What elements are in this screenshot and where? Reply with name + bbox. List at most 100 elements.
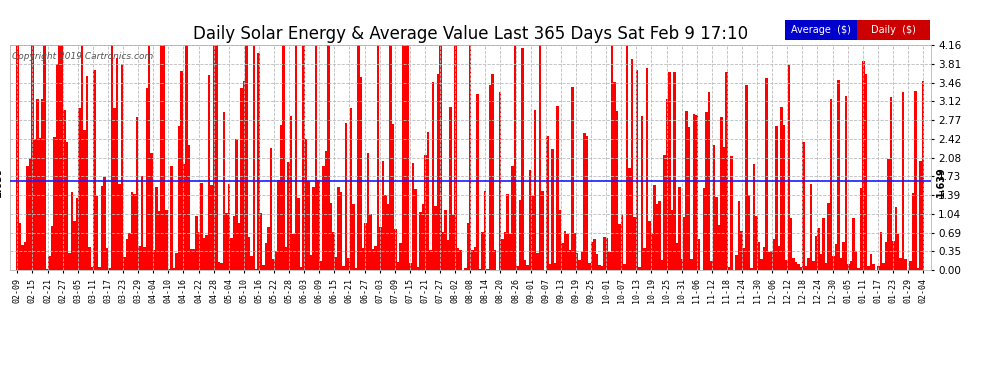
Text: 1.639: 1.639 [936, 166, 945, 197]
Bar [330, 203, 332, 270]
Bar [19, 223, 21, 270]
Bar [703, 188, 706, 270]
Bar [103, 177, 106, 270]
Bar [522, 48, 524, 270]
Bar [551, 149, 553, 270]
Title: Daily Solar Energy & Average Value Last 365 Days Sat Feb 9 17:10: Daily Solar Energy & Average Value Last … [193, 26, 747, 44]
Bar [718, 225, 721, 270]
Bar [905, 259, 907, 270]
Bar [36, 99, 39, 270]
Text: Daily  ($): Daily ($) [871, 25, 916, 35]
Bar [546, 136, 548, 270]
Bar [556, 106, 558, 270]
Bar [195, 216, 198, 270]
Bar [601, 266, 603, 270]
Bar [501, 238, 504, 270]
Bar [257, 53, 260, 270]
Bar [218, 262, 220, 270]
Bar [190, 249, 193, 270]
Bar [767, 252, 770, 270]
Bar [275, 251, 277, 270]
Bar [233, 216, 235, 270]
Bar [136, 117, 138, 270]
Bar [598, 265, 601, 270]
Bar [747, 195, 750, 270]
Bar [290, 116, 292, 270]
Bar [203, 238, 205, 270]
Bar [300, 267, 302, 270]
Bar [320, 261, 322, 270]
Bar [486, 269, 489, 270]
Bar [312, 187, 315, 270]
Bar [835, 244, 838, 270]
Bar [417, 267, 419, 270]
Bar [795, 262, 798, 270]
Bar [830, 99, 833, 270]
Bar [377, 45, 379, 270]
Bar [576, 253, 578, 270]
Bar [800, 267, 803, 270]
Bar [645, 68, 648, 270]
Bar [178, 126, 180, 270]
Bar [451, 216, 454, 270]
Bar [73, 221, 76, 270]
Bar [225, 213, 228, 270]
Bar [877, 266, 879, 270]
Bar [53, 138, 55, 270]
Bar [200, 183, 203, 270]
Bar [823, 218, 825, 270]
Bar [83, 130, 86, 270]
Bar [265, 243, 267, 270]
Bar [872, 264, 874, 270]
Bar [474, 247, 476, 270]
Bar [731, 156, 733, 270]
Bar [558, 210, 561, 270]
Bar [255, 269, 257, 270]
Bar [372, 249, 374, 270]
Bar [663, 155, 665, 270]
Bar [150, 153, 153, 270]
Bar [357, 45, 359, 270]
Bar [668, 72, 670, 270]
Bar [798, 264, 800, 270]
Bar [782, 125, 785, 270]
Bar [246, 45, 248, 270]
Bar [757, 242, 760, 270]
Bar [123, 258, 126, 270]
Bar [673, 72, 675, 270]
Bar [629, 168, 631, 270]
Bar [653, 185, 655, 270]
Bar [280, 125, 282, 270]
Bar [469, 45, 471, 270]
Bar [760, 259, 762, 270]
Bar [698, 239, 700, 270]
Bar [382, 161, 384, 270]
Bar [91, 267, 93, 270]
Bar [828, 203, 830, 270]
Bar [603, 237, 606, 270]
Bar [155, 186, 158, 270]
Bar [93, 70, 96, 270]
Bar [506, 194, 509, 270]
Bar [857, 268, 859, 270]
Bar [815, 236, 818, 270]
Bar [213, 45, 215, 270]
Bar [359, 77, 362, 270]
Bar [322, 166, 325, 270]
Bar [292, 234, 295, 270]
Bar [170, 166, 173, 270]
Bar [644, 248, 645, 270]
Bar [844, 96, 847, 270]
Bar [397, 262, 399, 270]
Bar [650, 234, 653, 270]
Bar [867, 266, 869, 270]
Bar [270, 148, 272, 270]
Bar [825, 263, 828, 270]
Bar [175, 254, 178, 270]
Bar [39, 138, 41, 270]
Bar [777, 246, 780, 270]
Bar [742, 248, 745, 270]
Bar [494, 250, 496, 270]
Bar [616, 111, 619, 270]
Bar [250, 256, 252, 270]
